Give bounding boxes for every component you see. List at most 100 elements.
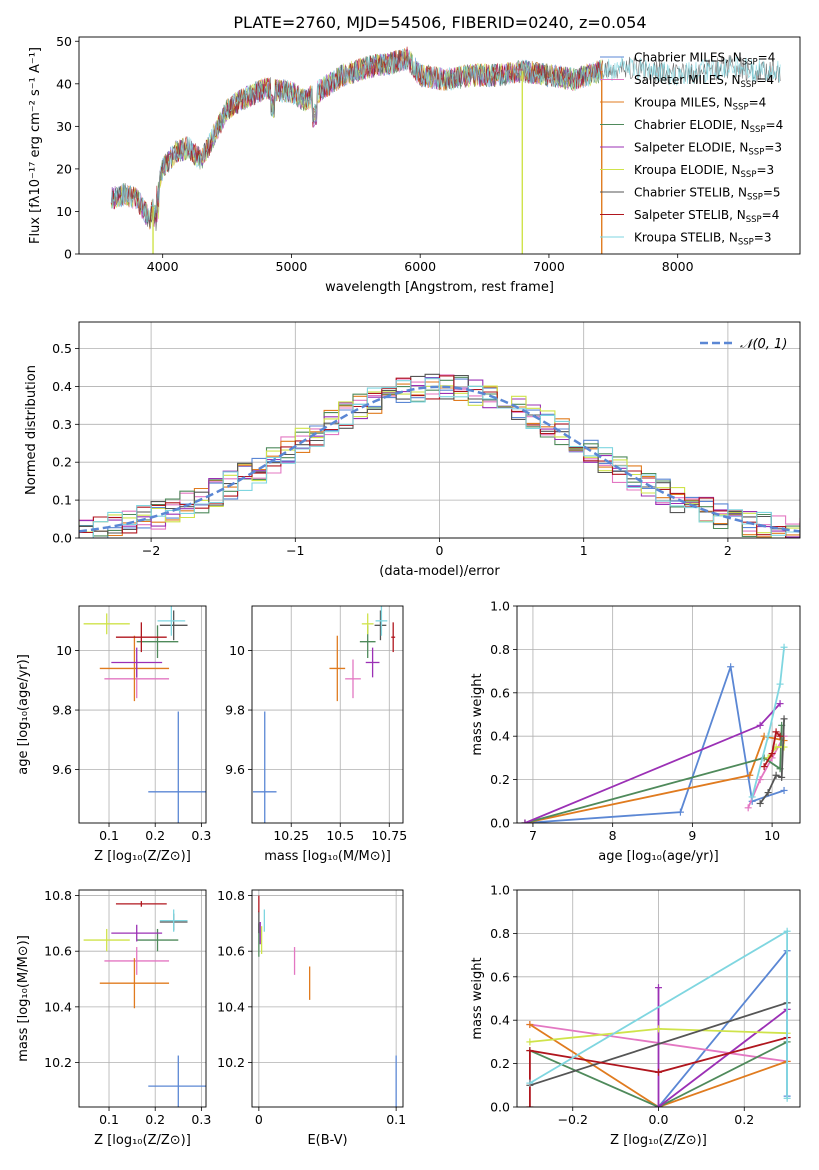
spectrum-xtick-label: 8000 bbox=[662, 259, 694, 274]
mass_weight_vs_Z-series-chabrier-elodie bbox=[529, 1041, 788, 1107]
mass_weight_vs_Z-xlabel: Z [log₁₀(Z/Z⊙)] bbox=[610, 1133, 707, 1148]
mass_vs_Z-xlabel: Z [log₁₀(Z/Z⊙)] bbox=[94, 1133, 191, 1148]
residual_histogram-ytick-label: 0.2 bbox=[52, 455, 72, 470]
mass_vs_Z-ytick-label: 10.4 bbox=[44, 999, 72, 1014]
mass_weight_vs_age-series-salpeter-stelib bbox=[763, 729, 781, 768]
spectrum-legend: Chabrier MILES, NSSP=4 Salpeter MILES, NS… bbox=[600, 51, 783, 248]
age_vs_mass-xlabel: mass [log₁₀(M/M⊙)] bbox=[264, 849, 391, 864]
residual_histogram-xlabel: (data-model)/error bbox=[379, 564, 500, 579]
mass_weight_vs_Z-ytick-label: 0.4 bbox=[490, 1013, 510, 1028]
residual_histogram-data bbox=[79, 373, 800, 538]
residual_histogram-ytick-label: 0.1 bbox=[52, 493, 72, 508]
mass_weight_vs_Z-ytick-label: 0.6 bbox=[490, 969, 510, 984]
spectrum-xtick-label: 6000 bbox=[404, 259, 436, 274]
residual_histogram-ytick-label: 0.0 bbox=[52, 531, 72, 546]
mass_vs_ebv-ytick-label: 10.2 bbox=[217, 1055, 245, 1070]
spectrum-xtick-label: 5000 bbox=[276, 259, 308, 274]
age_vs_mass-xtick-label: 10.75 bbox=[371, 828, 407, 843]
mass_vs_ebv-xlabel: E(B-V) bbox=[307, 1133, 347, 1148]
age_vs_Z-frame bbox=[78, 605, 207, 824]
mass_weight_vs_Z-frame bbox=[516, 889, 801, 1108]
age_vs_Z-ytick-label: 9.6 bbox=[52, 762, 72, 777]
residual_histogram-panel: −2 −1 0 1 2 0.0 0.1 0.2 0.3 0.4 0.5 (data-model)/er… bbox=[24, 321, 801, 579]
spectrum-panel: 4000 5000 6000 7000 8000 0 10 20 30 40 50 wavelengt… bbox=[28, 34, 801, 295]
spectrum-line-chabrier-stelib bbox=[110, 50, 781, 232]
age_vs_mass-xtick-label: 10.25 bbox=[273, 828, 309, 843]
mass_weight_vs_Z-series-chabrier-stelib bbox=[529, 1001, 788, 1087]
spectrum-ytick-label: 0 bbox=[64, 247, 72, 262]
histogram-legend-entry: 𝒩(0, 1) bbox=[740, 337, 787, 352]
mass_weight_vs_Z-ylabel: mass weight bbox=[470, 957, 485, 1039]
mass_weight_vs_age-ytick-label: 1.0 bbox=[490, 599, 510, 614]
spectrum-legend-entry: Kroupa STELIB, NSSP=3 bbox=[634, 231, 772, 248]
spectrum-xtick-label: 7000 bbox=[533, 259, 565, 274]
mass_weight_vs_Z-ytick-label: 0.8 bbox=[490, 926, 510, 941]
mass_vs_Z-ytick-label: 10.2 bbox=[44, 1055, 72, 1070]
mass_vs_Z-plot-area bbox=[79, 890, 206, 1107]
spectrum-ylabel: Flux [fλ10⁻¹⁷ erg cm⁻² s⁻¹ A⁻¹] bbox=[28, 47, 43, 244]
spectrum-legend-entry: Chabrier STELIB, NSSP=5 bbox=[634, 186, 781, 203]
spectrum-frame bbox=[78, 36, 801, 255]
age_vs_mass-frame bbox=[251, 605, 404, 824]
spectrum-title: PLATE=2760, MJD=54506, FIBERID=0240, z=0… bbox=[233, 13, 646, 32]
age_vs_mass-plot-area bbox=[252, 606, 403, 823]
age_vs_Z-xtick-label: 0.3 bbox=[191, 828, 211, 843]
histogram-series-kroupa-stelib bbox=[79, 378, 800, 538]
mass_weight_vs_age-ylabel: mass weight bbox=[470, 673, 485, 755]
chart-panels: 4000 5000 6000 7000 800001020304050wavelengt… bbox=[16, 34, 801, 1148]
spectrum-ytick-label: 40 bbox=[56, 76, 72, 91]
mass_weight_vs_age-xtick-label: 7 bbox=[529, 828, 537, 843]
mass_vs_ebv-frame bbox=[251, 889, 404, 1108]
age_vs_mass-xtick-label: 10.5 bbox=[326, 828, 354, 843]
residual_histogram-xtick-label: −2 bbox=[142, 543, 160, 558]
gaussian-reference-curve bbox=[79, 385, 800, 533]
spectrum-xtick-label: 4000 bbox=[147, 259, 179, 274]
age_vs_mass-ytick-label: 9.6 bbox=[225, 762, 245, 777]
mass_vs_Z-panel: 0.1 0.2 0.3 10.2 10.4 10.6 10.8 Z [log₁₀(Z/Z⊙)]… bbox=[16, 888, 211, 1148]
mass_weight_vs_Z-xtick-label: 0.2 bbox=[734, 1112, 754, 1127]
mass_weight_vs_age-xtick-label: 9 bbox=[688, 828, 696, 843]
age_vs_Z-plot-area bbox=[79, 606, 206, 823]
residual_histogram-xtick-label: −1 bbox=[286, 543, 304, 558]
spectrum-ytick-label: 10 bbox=[56, 204, 72, 219]
spectrum-legend-entry: Chabrier ELODIE, NSSP=4 bbox=[634, 118, 783, 135]
mass_weight_vs_age-ytick-label: 0.8 bbox=[490, 642, 510, 657]
age_vs_Z-panel: 0.1 0.2 0.3 9.6 9.8 10 Z [log₁₀(Z/Z⊙)] age [log… bbox=[16, 605, 211, 864]
age_vs_mass-panel: 10.25 10.5 10.75 9.6 9.8 10 mass [log₁₀(M/M⊙)] bbox=[225, 605, 407, 864]
residual_histogram-ytick-label: 0.3 bbox=[52, 417, 72, 432]
spectrum-ytick-label: 20 bbox=[56, 161, 72, 176]
mass_weight_vs_age-xlabel: age [log₁₀(age/yr)] bbox=[598, 849, 719, 864]
spectrum-line-kroupa-stelib bbox=[110, 48, 781, 224]
mass_weight_vs_age-ytick-label: 0.0 bbox=[490, 816, 510, 831]
age_vs_Z-ylabel: age [log₁₀(age/yr)] bbox=[16, 654, 31, 775]
mass_weight_vs_Z-panel: −0.2 0.0 0.2 0.0 0.2 0.4 0.6 0.8 1.0 Z [log₁₀(Z/Z… bbox=[470, 883, 801, 1148]
mass_vs_Z-frame bbox=[78, 889, 207, 1108]
mass_vs_ebv-panel: 0 0.1 10.2 10.4 10.6 10.8 E(B-V) bbox=[217, 888, 406, 1148]
mass_vs_Z-ylabel: mass [log₁₀(M/M⊙)] bbox=[16, 935, 31, 1062]
age_vs_Z-ytick-label: 9.8 bbox=[52, 703, 72, 718]
age_vs_mass-ytick-label: 10 bbox=[229, 643, 245, 658]
mass_vs_ebv-ytick-label: 10.4 bbox=[217, 999, 245, 1014]
mass_weight_vs_age-series-kroupa-stelib bbox=[751, 647, 785, 798]
residual_histogram-xtick-label: 1 bbox=[580, 543, 588, 558]
spectrum-legend-entry: Kroupa ELODIE, NSSP=3 bbox=[634, 163, 774, 180]
mass_weight_vs_age-data bbox=[521, 643, 788, 823]
spectrum-xlabel: wavelength [Angstrom, rest frame] bbox=[325, 280, 554, 295]
spectrum-legend-entry: Kroupa MILES, NSSP=4 bbox=[634, 96, 766, 113]
mass_vs_Z-data bbox=[83, 901, 206, 1107]
mass_weight_vs_age-xtick-label: 10 bbox=[764, 828, 780, 843]
mass_vs_ebv-ytick-label: 10.8 bbox=[217, 888, 245, 903]
spectrum-legend-entry: Salpeter STELIB, NSSP=4 bbox=[634, 208, 779, 225]
spectrum-legend-entry: Chabrier MILES, NSSP=4 bbox=[634, 51, 775, 68]
residual_histogram-frame bbox=[78, 321, 801, 539]
mass_weight_vs_age-ytick-label: 0.6 bbox=[490, 685, 510, 700]
mass_weight_vs_Z-series-kroupa-miles bbox=[529, 1023, 788, 1107]
mass_weight_vs_Z-xtick-label: −0.2 bbox=[558, 1112, 588, 1127]
mass_vs_Z-ytick-label: 10.8 bbox=[44, 888, 72, 903]
age_vs_Z-ytick-label: 10 bbox=[56, 643, 72, 658]
mass_weight_vs_age-ytick-label: 0.2 bbox=[490, 772, 510, 787]
age_vs_mass-data bbox=[252, 606, 396, 823]
mass_weight_vs_age-ytick-label: 0.4 bbox=[490, 729, 510, 744]
mass_vs_ebv-xtick-label: 0.1 bbox=[386, 1112, 406, 1127]
